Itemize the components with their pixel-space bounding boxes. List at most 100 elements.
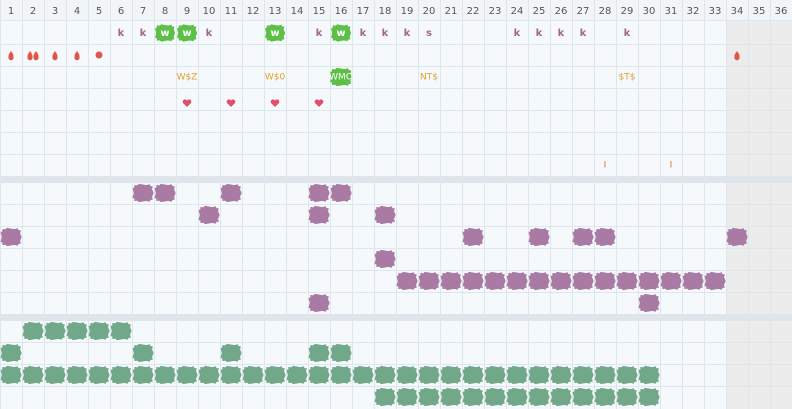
- blob: [594, 271, 616, 291]
- blob: [264, 365, 286, 385]
- column-number: 9: [184, 6, 190, 17]
- currency-label: $T$: [619, 73, 636, 83]
- blob: [726, 227, 748, 247]
- column-number: 24: [511, 6, 524, 17]
- blob: [374, 365, 396, 385]
- blob: [88, 321, 110, 341]
- blob: [704, 271, 726, 291]
- blob: [462, 387, 484, 407]
- blob: [484, 387, 506, 407]
- column-number: 10: [203, 6, 216, 17]
- marker-label: k: [316, 28, 323, 39]
- blob: [88, 365, 110, 385]
- blob: [572, 387, 594, 407]
- drop-icon: [33, 51, 39, 61]
- drop-icon: [8, 51, 14, 61]
- column-number: 14: [291, 6, 304, 17]
- blob: [638, 271, 660, 291]
- marker-label: w: [336, 28, 345, 39]
- blob: [330, 343, 352, 363]
- blob: [616, 365, 638, 385]
- blob: [572, 365, 594, 385]
- blob: [572, 271, 594, 291]
- blob: [132, 343, 154, 363]
- drop-icon: [74, 51, 80, 61]
- blob: [440, 271, 462, 291]
- blob: [484, 365, 506, 385]
- blob: [506, 365, 528, 385]
- heart-icon: [226, 99, 236, 107]
- column-number: 31: [665, 6, 678, 17]
- column-number: 3: [52, 6, 58, 17]
- blob: [418, 365, 440, 385]
- marker-label: k: [404, 28, 411, 39]
- blob: [528, 365, 550, 385]
- blob: [0, 343, 22, 363]
- column-number: 23: [489, 6, 502, 17]
- blob: [308, 293, 330, 313]
- drop-icon: [52, 51, 58, 61]
- blob: [374, 205, 396, 225]
- blob: [550, 365, 572, 385]
- blob: [594, 227, 616, 247]
- column-number: 8: [162, 6, 168, 17]
- column-number: 13: [269, 6, 282, 17]
- marker-label: s: [426, 28, 432, 39]
- marker-label: k: [118, 28, 125, 39]
- blob: [660, 271, 682, 291]
- blob: [462, 365, 484, 385]
- column-number: 19: [401, 6, 414, 17]
- marker-label: k: [382, 28, 389, 39]
- blob: [132, 183, 154, 203]
- blob: [638, 387, 660, 407]
- blob: [308, 205, 330, 225]
- column-number: 2: [30, 6, 36, 17]
- blob: [198, 365, 220, 385]
- blob: [616, 387, 638, 407]
- blob: [616, 271, 638, 291]
- blob: [440, 387, 462, 407]
- blob: [265, 24, 286, 42]
- marker-label: k: [360, 28, 367, 39]
- column-number: 20: [423, 6, 436, 17]
- blob: [572, 227, 594, 247]
- blob: [331, 24, 352, 42]
- blob: [66, 321, 88, 341]
- column-number: 17: [357, 6, 370, 17]
- blob: [242, 365, 264, 385]
- blob: [330, 365, 352, 385]
- blob: [330, 67, 353, 87]
- marker-label: k: [514, 28, 521, 39]
- blob: [352, 365, 374, 385]
- column-number: 28: [599, 6, 612, 17]
- blob: [308, 183, 330, 203]
- blob: [177, 24, 198, 42]
- marker-label: w: [270, 28, 279, 39]
- currency-label: NT$: [420, 73, 438, 83]
- blob: [484, 271, 506, 291]
- blob: [396, 365, 418, 385]
- blob: [682, 271, 704, 291]
- currency-label: WMO: [329, 73, 353, 83]
- column-number: 35: [753, 6, 766, 17]
- blob: [440, 365, 462, 385]
- section-divider: [0, 314, 792, 320]
- marker-label: w: [160, 28, 169, 39]
- tick-label: I: [670, 161, 673, 171]
- marker-label: w: [182, 28, 191, 39]
- blob: [0, 365, 22, 385]
- currency-label: W$Z: [177, 73, 198, 83]
- marker-label: k: [140, 28, 147, 39]
- heart-icon: [270, 99, 280, 107]
- heart-icon: [182, 99, 192, 107]
- blob: [176, 365, 198, 385]
- blob: [462, 271, 484, 291]
- column-number: 34: [731, 6, 744, 17]
- currency-label: W$0: [265, 73, 286, 83]
- marker-label: k: [624, 28, 631, 39]
- blob: [638, 293, 660, 313]
- column-number: 7: [140, 6, 146, 17]
- blob: [550, 387, 572, 407]
